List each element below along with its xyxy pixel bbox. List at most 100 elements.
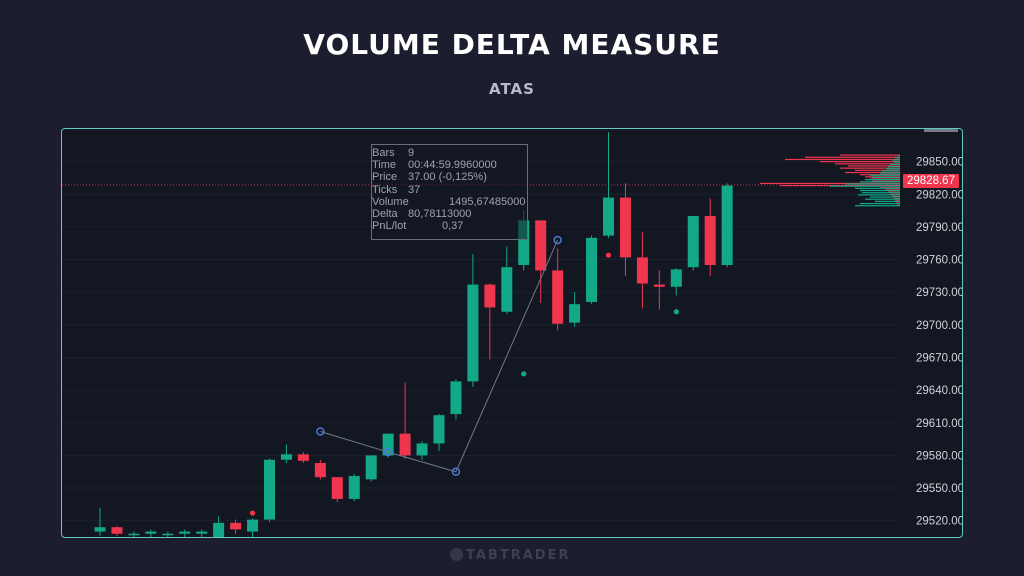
signal-dot — [521, 371, 527, 377]
measure-anchor-point — [451, 467, 461, 476]
candle-body — [687, 216, 699, 268]
volume-profile-sell — [855, 169, 900, 171]
candle-body — [501, 267, 513, 312]
info-row-pnllot: PnL/lot 0,37 — [372, 220, 527, 232]
candle-body — [636, 257, 648, 284]
volume-profile-buy — [845, 183, 900, 185]
candle-body — [619, 197, 631, 258]
volume-profile-buy — [888, 165, 900, 168]
candle-body — [162, 533, 174, 536]
candle-body — [94, 527, 106, 532]
measure-anchor-point — [383, 447, 393, 457]
info-row-bars: Bars 9 — [372, 147, 527, 159]
volume-profile-sell — [840, 154, 900, 156]
info-value: 9 — [408, 147, 415, 159]
candle-body — [603, 197, 614, 236]
price-axis-label: 29580.00 — [916, 450, 962, 462]
volume-profile-sell — [805, 156, 900, 158]
candle-body — [416, 443, 428, 456]
price-axis-label: 29640.00 — [916, 385, 962, 397]
watermark-text: TABTRADER — [466, 548, 571, 563]
volume-profile-sell — [848, 165, 900, 167]
candlestick-chart[interactable]: 29850.00 29820.00 29790.00 29760.00 29730.00… — [61, 128, 963, 538]
page-subtitle: ATAS — [489, 80, 535, 98]
candle-body — [196, 531, 208, 534]
candle-body — [433, 415, 445, 444]
volume-profile-sell — [820, 161, 900, 163]
info-value: 1495,67485000 — [449, 195, 526, 208]
candle-body — [331, 477, 343, 499]
info-row-ticks: Ticks 37 — [372, 184, 527, 196]
price-axis-label: 29700.00 — [916, 320, 962, 332]
volume-profile-buy — [875, 200, 900, 203]
volume-profile-sell — [780, 184, 900, 187]
info-key: Bars — [372, 147, 395, 159]
candle-body — [670, 269, 682, 287]
info-value: 00:44:59.9960000 — [408, 159, 497, 172]
candle-body — [230, 522, 242, 530]
info-value: 0,37 — [442, 220, 464, 233]
info-value: 80,78113000 — [408, 207, 472, 220]
volume-profile-buy — [865, 179, 900, 181]
measure-anchor-point — [316, 427, 325, 436]
price-axis-label: 29610.00 — [916, 418, 962, 430]
candle-body — [264, 459, 275, 520]
candle-body — [586, 237, 598, 302]
volume-profile-sell — [897, 204, 900, 206]
candle-body — [213, 522, 225, 537]
info-row-volume: Volume 1495,67485000 — [372, 196, 527, 208]
candle-body — [365, 455, 377, 480]
volume-profile-sell — [785, 158, 900, 161]
volume-profile-sell — [835, 163, 900, 165]
volume-profile-buy — [870, 196, 900, 198]
signal-dot — [673, 309, 679, 315]
price-axis-label: 29520.00 — [916, 516, 962, 528]
price-axis-label: 29820.00 — [916, 189, 962, 201]
info-key: PnL/lot — [372, 220, 407, 233]
volume-profile-buy — [858, 194, 900, 196]
candle-body — [704, 216, 716, 265]
candle-body — [467, 284, 479, 382]
price-axis-label: 29670.00 — [916, 352, 962, 364]
volume-profile-sell — [760, 182, 900, 184]
signal-dot — [249, 510, 256, 516]
volume-profile-buy — [870, 174, 900, 176]
chart-canvas[interactable]: 29850.00 29820.00 29790.00 29760.00 29730.00… — [62, 129, 962, 537]
candle-body — [552, 270, 564, 324]
volume-profile-buy — [898, 155, 900, 157]
volume-profile-buy — [892, 159, 900, 161]
info-value: 37 — [408, 183, 421, 196]
measure-anchor-point — [553, 235, 562, 245]
volume-profile-buy — [860, 189, 900, 192]
candle-body — [297, 454, 309, 461]
measure-info-box: Bars 9 Time 00:44:59.9960000 Price 37.00 (-0,… — [371, 144, 528, 240]
volume-profile-sell — [845, 171, 900, 174]
candle-body — [314, 463, 326, 478]
price-axis-label: 29550.00 — [916, 483, 962, 495]
candle-body — [111, 527, 123, 534]
volume-profile-buy — [860, 181, 900, 183]
candle-body — [518, 220, 530, 265]
volume-profile-buy — [886, 168, 900, 170]
volume-profile-buy — [882, 170, 900, 172]
tabtrader-logo-icon — [450, 548, 463, 561]
volume-profile-buy — [862, 192, 900, 194]
volume-profile-buy — [860, 202, 900, 205]
candle-body — [484, 284, 496, 308]
volume-profile-sell — [892, 195, 900, 198]
info-value: 37.00 (-0,125%) — [408, 171, 487, 184]
volume-profile-sell — [840, 167, 900, 169]
clipped-axis-label — [924, 129, 958, 132]
current-price-label: 29828.67 — [903, 174, 959, 188]
info-row-time: Time 00:44:59.9960000 — [372, 159, 527, 171]
info-key: Price — [372, 171, 398, 184]
volume-profile-buy — [890, 163, 900, 166]
candle-body — [280, 454, 292, 460]
candle-body — [247, 519, 259, 532]
candle-body — [450, 381, 462, 415]
candle-body — [721, 185, 733, 265]
candle-body — [535, 220, 547, 271]
candle-body — [382, 433, 394, 456]
price-axis-label: 29850.00 — [916, 157, 962, 169]
page-title: VOLUME DELTA MEASURE — [303, 28, 721, 61]
